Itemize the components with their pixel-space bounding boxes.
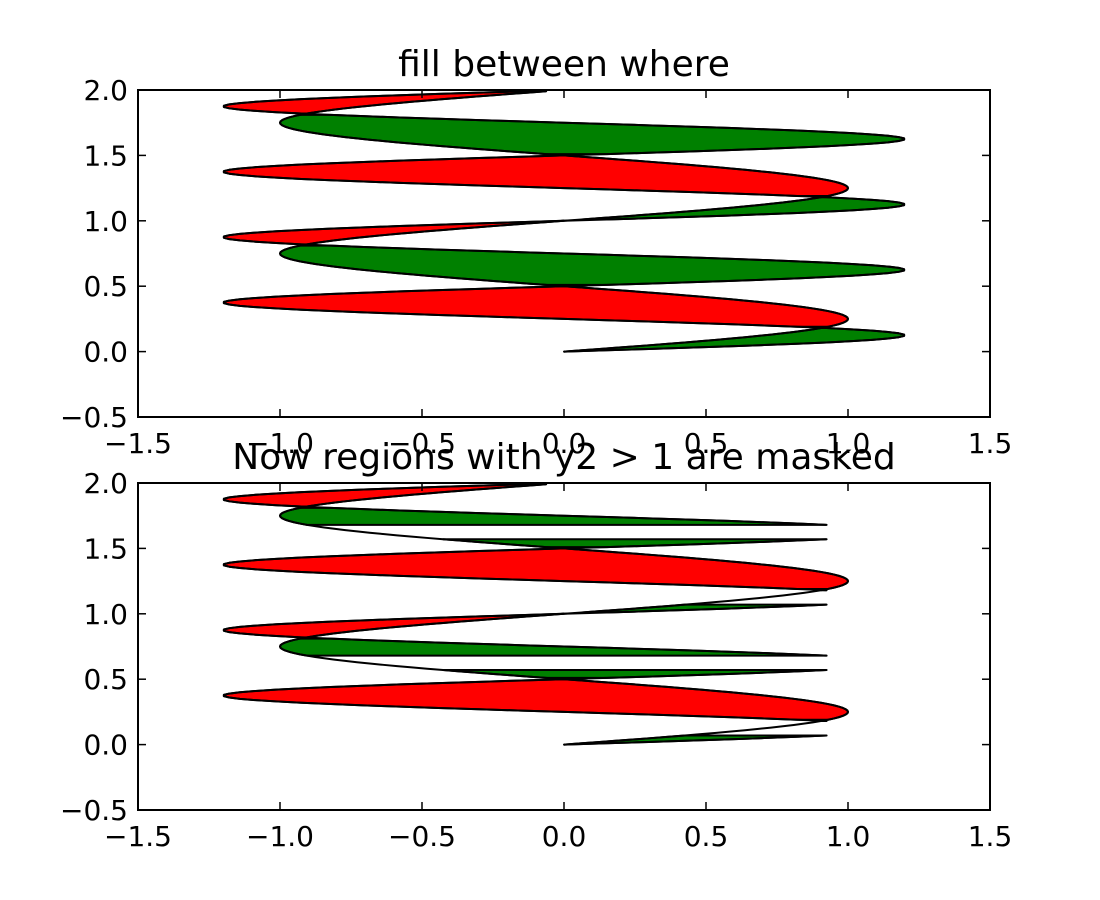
x-tick-label: 1.5 [968, 427, 1013, 460]
x-tick-label: 0.0 [542, 820, 587, 853]
chart-title: fill between where [398, 44, 730, 85]
x-tick-label: 1.0 [826, 427, 871, 460]
y-tick-label: 2.0 [83, 467, 128, 500]
y-tick-label: 1.0 [83, 598, 128, 631]
curve-y2 [222, 90, 906, 353]
x-tick-label: −1.0 [246, 427, 314, 460]
y-tick-label: 1.0 [83, 205, 128, 238]
x-tick-label: −0.5 [388, 427, 456, 460]
x-tick-label: 0.5 [684, 820, 729, 853]
y-tick-label: 0.5 [83, 663, 128, 696]
top-subplot: −1.5 −1.0 −0.5 0.0 0.5 1.0 1.5 −0.5 0.0 0.5 1.0 1.5… [60, 44, 1012, 460]
y-tick-label: 1.5 [83, 139, 128, 172]
y-tick-label: 0.0 [83, 336, 128, 369]
bottom-subplot: −1.5 −1.0 −0.5 0.0 0.5 1.0 1.5 −0.5 0.0 0.5 1.0 1.5… [60, 437, 1012, 853]
y-tick-label: 0.0 [83, 729, 128, 762]
y-tick-label: 0.5 [83, 270, 128, 303]
x-tick-label: 0.5 [684, 427, 729, 460]
y-tick-label: −0.5 [60, 794, 128, 827]
x-tick-label: −0.5 [388, 820, 456, 853]
y-tick-label: −0.5 [60, 401, 128, 434]
y-tick-label: 1.5 [83, 532, 128, 565]
x-tick-label: −1.0 [246, 820, 314, 853]
plot-area [222, 90, 906, 353]
curve-y2 [222, 483, 827, 746]
x-tick-label: 1.5 [968, 820, 1013, 853]
x-tick-label: 0.0 [542, 427, 587, 460]
plot-area [222, 483, 849, 746]
x-tick-label: −1.5 [104, 427, 172, 460]
y-tick-label: 2.0 [83, 74, 128, 107]
x-tick-label: 1.0 [826, 820, 871, 853]
chart-title: Now regions with y2 > 1 are masked [232, 437, 895, 478]
x-tick-label: −1.5 [104, 820, 172, 853]
